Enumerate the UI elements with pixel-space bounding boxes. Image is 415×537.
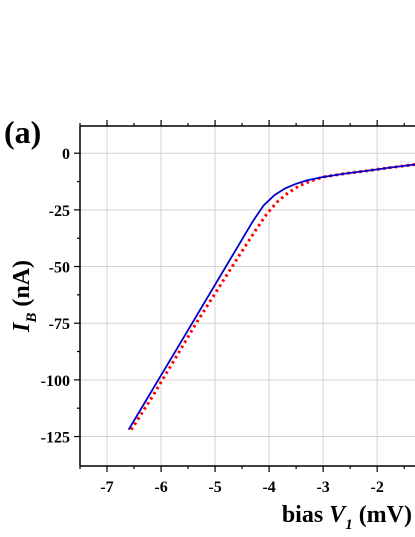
y-axis-title-subscript: B (24, 313, 40, 324)
x-tick-label: -7 (100, 479, 113, 496)
y-tick-label: 0 (62, 146, 70, 163)
series-layer (127, 163, 415, 431)
y-axis-title-symbol: I (9, 321, 35, 333)
y-tick-label: -50 (49, 260, 70, 277)
x-tick-label: -5 (208, 479, 221, 496)
grid (80, 126, 415, 466)
axes (79, 125, 415, 467)
x-axis-title-subscript: 1 (345, 517, 353, 533)
x-axis-title-symbol: V (329, 502, 347, 528)
x-axis-title-unit: (mV) (353, 502, 412, 528)
x-tick-label: -2 (371, 479, 384, 496)
y-tick-label: -75 (49, 316, 70, 333)
ticks: -7 -6 -5 -4 -3 -2 0 -25 -50 -75 -100 -125 (41, 120, 405, 496)
y-tick-label: -100 (41, 373, 70, 390)
y-tick-label: -125 (41, 430, 70, 447)
y-axis-title: IB (nA) (9, 260, 40, 333)
y-axis-title-unit: (nA) (9, 260, 35, 313)
x-tick-label: -6 (154, 479, 167, 496)
data-series-dotted (130, 163, 415, 431)
y-tick-label: -25 (49, 203, 70, 220)
panel-label: (a) (4, 114, 41, 150)
x-tick-label: -4 (262, 479, 275, 496)
x-axis-title: bias V1 (mV) (282, 502, 412, 533)
fit-series-line (127, 163, 415, 431)
x-tick-label: -3 (316, 479, 329, 496)
x-axis-title-prefix: bias (282, 502, 329, 528)
